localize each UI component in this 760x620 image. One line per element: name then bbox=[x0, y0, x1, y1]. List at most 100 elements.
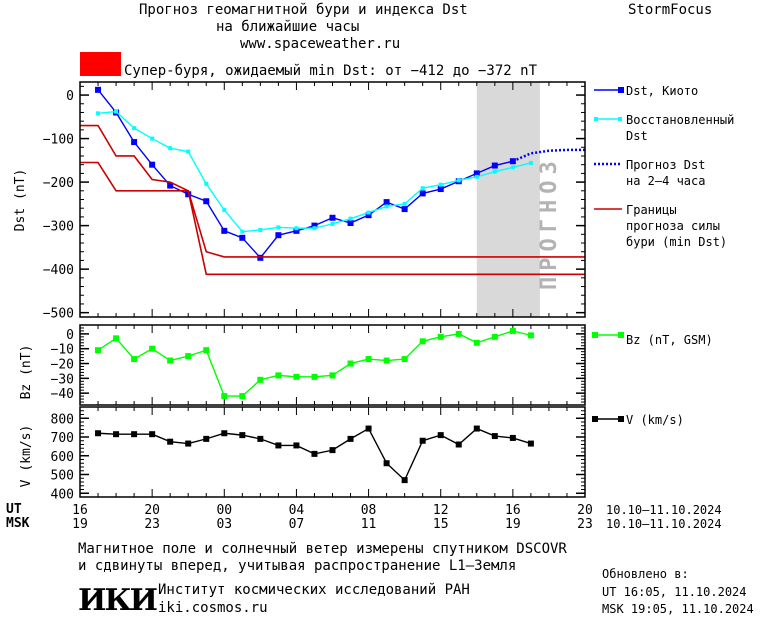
date-range-ut: 10.10–11.10.2024 bbox=[606, 503, 722, 517]
data-point-v bbox=[149, 431, 156, 438]
data-point-bz bbox=[383, 357, 390, 364]
data-point-v bbox=[401, 477, 408, 484]
data-point-recon bbox=[168, 146, 173, 151]
data-point-dst bbox=[311, 222, 318, 229]
data-point-dst bbox=[239, 234, 246, 241]
x-tick-label-msk: 19 bbox=[505, 517, 521, 532]
institute-url[interactable]: iki.cosmos.ru bbox=[158, 600, 268, 616]
data-point-recon bbox=[510, 165, 515, 170]
data-point-bz bbox=[275, 372, 282, 379]
data-point-dst bbox=[365, 212, 372, 219]
data-point-v bbox=[257, 435, 264, 442]
iki-logo[interactable]: ИКИ bbox=[78, 583, 158, 618]
legend-forecast-label: Прогноз Dst на 2–4 часа bbox=[626, 158, 705, 188]
data-point-dst bbox=[275, 232, 282, 239]
data-point-bz bbox=[473, 339, 480, 346]
data-point-bz bbox=[527, 332, 534, 339]
data-point-recon bbox=[474, 174, 479, 179]
data-point-recon bbox=[222, 207, 227, 212]
x-tick-label-ut: 16 bbox=[72, 503, 88, 518]
y-tick-label: 500 bbox=[51, 469, 74, 484]
data-point-recon bbox=[204, 181, 209, 186]
data-point-bz bbox=[257, 376, 264, 383]
data-point-v bbox=[221, 430, 228, 437]
data-point-v bbox=[419, 437, 426, 444]
y-tick-label: −200 bbox=[43, 176, 74, 191]
data-point-recon bbox=[366, 210, 371, 215]
data-point-bz bbox=[185, 353, 192, 360]
data-point-v bbox=[239, 432, 246, 439]
v-axis-label: V (km/s) bbox=[19, 425, 34, 488]
data-point-bz bbox=[239, 393, 246, 400]
data-point-recon bbox=[276, 225, 281, 230]
data-point-dst bbox=[95, 86, 102, 93]
x-tick-label-ut: 16 bbox=[505, 503, 521, 518]
data-point-dst bbox=[473, 170, 480, 177]
legend-dst: Dst, Киото Восстановленный Dst Прогноз Ds… bbox=[592, 84, 734, 427]
data-point-v bbox=[347, 435, 354, 442]
data-point-dst bbox=[293, 227, 300, 234]
data-point-recon bbox=[456, 178, 461, 183]
y-tick-label: −30 bbox=[51, 372, 74, 387]
data-point-v bbox=[365, 425, 372, 432]
y-tick-label: −500 bbox=[43, 307, 74, 322]
bz-axis-label: Bz (nT) bbox=[19, 345, 34, 400]
data-point-dst bbox=[383, 199, 390, 206]
footer-note-1: Магнитное поле и солнечный ветер измерен… bbox=[78, 541, 567, 557]
data-point-recon bbox=[384, 204, 389, 209]
data-point-bz bbox=[221, 393, 228, 400]
y-tick-label: 800 bbox=[51, 412, 74, 427]
data-point-recon bbox=[330, 221, 335, 226]
charts-canvas: ПРОГНОЗ 0−100−200−300−400−500 0−10−20−30… bbox=[13, 81, 734, 532]
data-point-bz bbox=[509, 327, 516, 334]
series-line-bz bbox=[97, 330, 532, 397]
data-point-v bbox=[311, 450, 318, 457]
data-point-v bbox=[455, 441, 462, 448]
y-tick-label: −400 bbox=[43, 263, 74, 278]
chart-title: Прогноз геомагнитной бури и индекса Dst bbox=[139, 2, 468, 18]
data-point-dst bbox=[257, 254, 264, 261]
data-point-v bbox=[95, 430, 102, 437]
data-point-bz bbox=[203, 347, 210, 354]
legend-bounds-label: Границы прогноза силы бури (min Dst) bbox=[626, 203, 727, 249]
x-tick-label-msk: 03 bbox=[216, 517, 232, 532]
forecast-shade bbox=[476, 82, 540, 317]
data-point-v bbox=[509, 434, 516, 441]
data-point-recon bbox=[402, 201, 407, 206]
data-point-recon bbox=[420, 186, 425, 191]
data-point-v bbox=[185, 440, 192, 447]
data-point-bz bbox=[293, 373, 300, 380]
data-point-bz bbox=[149, 345, 156, 352]
y-tick-label: −10 bbox=[51, 343, 74, 358]
data-point-bz bbox=[329, 372, 336, 379]
updated-label: Обновлено в: bbox=[602, 567, 689, 581]
data-point-dst bbox=[437, 186, 444, 193]
x-tick-label-ut: 12 bbox=[433, 503, 449, 518]
site-url[interactable]: www.spaceweather.ru bbox=[240, 36, 401, 52]
data-point-bz bbox=[131, 356, 138, 363]
msk-label: MSK bbox=[6, 516, 30, 531]
y-tick-label: 700 bbox=[51, 431, 74, 446]
data-point-recon bbox=[96, 111, 101, 116]
data-point-bz bbox=[437, 333, 444, 340]
data-point-bz bbox=[347, 360, 354, 367]
data-point-dst bbox=[167, 182, 174, 189]
data-point-dst bbox=[149, 161, 156, 168]
data-point-recon bbox=[438, 182, 443, 187]
institute-name: Институт космических исследований РАН bbox=[158, 582, 470, 598]
data-point-recon bbox=[294, 226, 299, 231]
x-tick-label-ut: 04 bbox=[289, 503, 305, 518]
data-point-dst bbox=[491, 162, 498, 169]
x-tick-label-ut: 00 bbox=[216, 503, 232, 518]
updated-msk: MSK 19:05, 11.10.2024 bbox=[602, 602, 754, 616]
storm-alert-text: Супер-буря, ожидаемый min Dst: от −412 д… bbox=[124, 63, 538, 79]
forecast-label: ПРОГНОЗ bbox=[537, 155, 562, 290]
data-point-dst bbox=[347, 220, 354, 226]
data-point-bz bbox=[365, 356, 372, 363]
alert-swatch bbox=[80, 52, 121, 76]
data-point-v bbox=[527, 440, 534, 447]
x-tick-label-msk: 11 bbox=[361, 517, 377, 532]
data-point-dst bbox=[203, 198, 210, 205]
x-tick-label-ut: 08 bbox=[361, 503, 377, 518]
data-point-recon bbox=[150, 136, 155, 141]
